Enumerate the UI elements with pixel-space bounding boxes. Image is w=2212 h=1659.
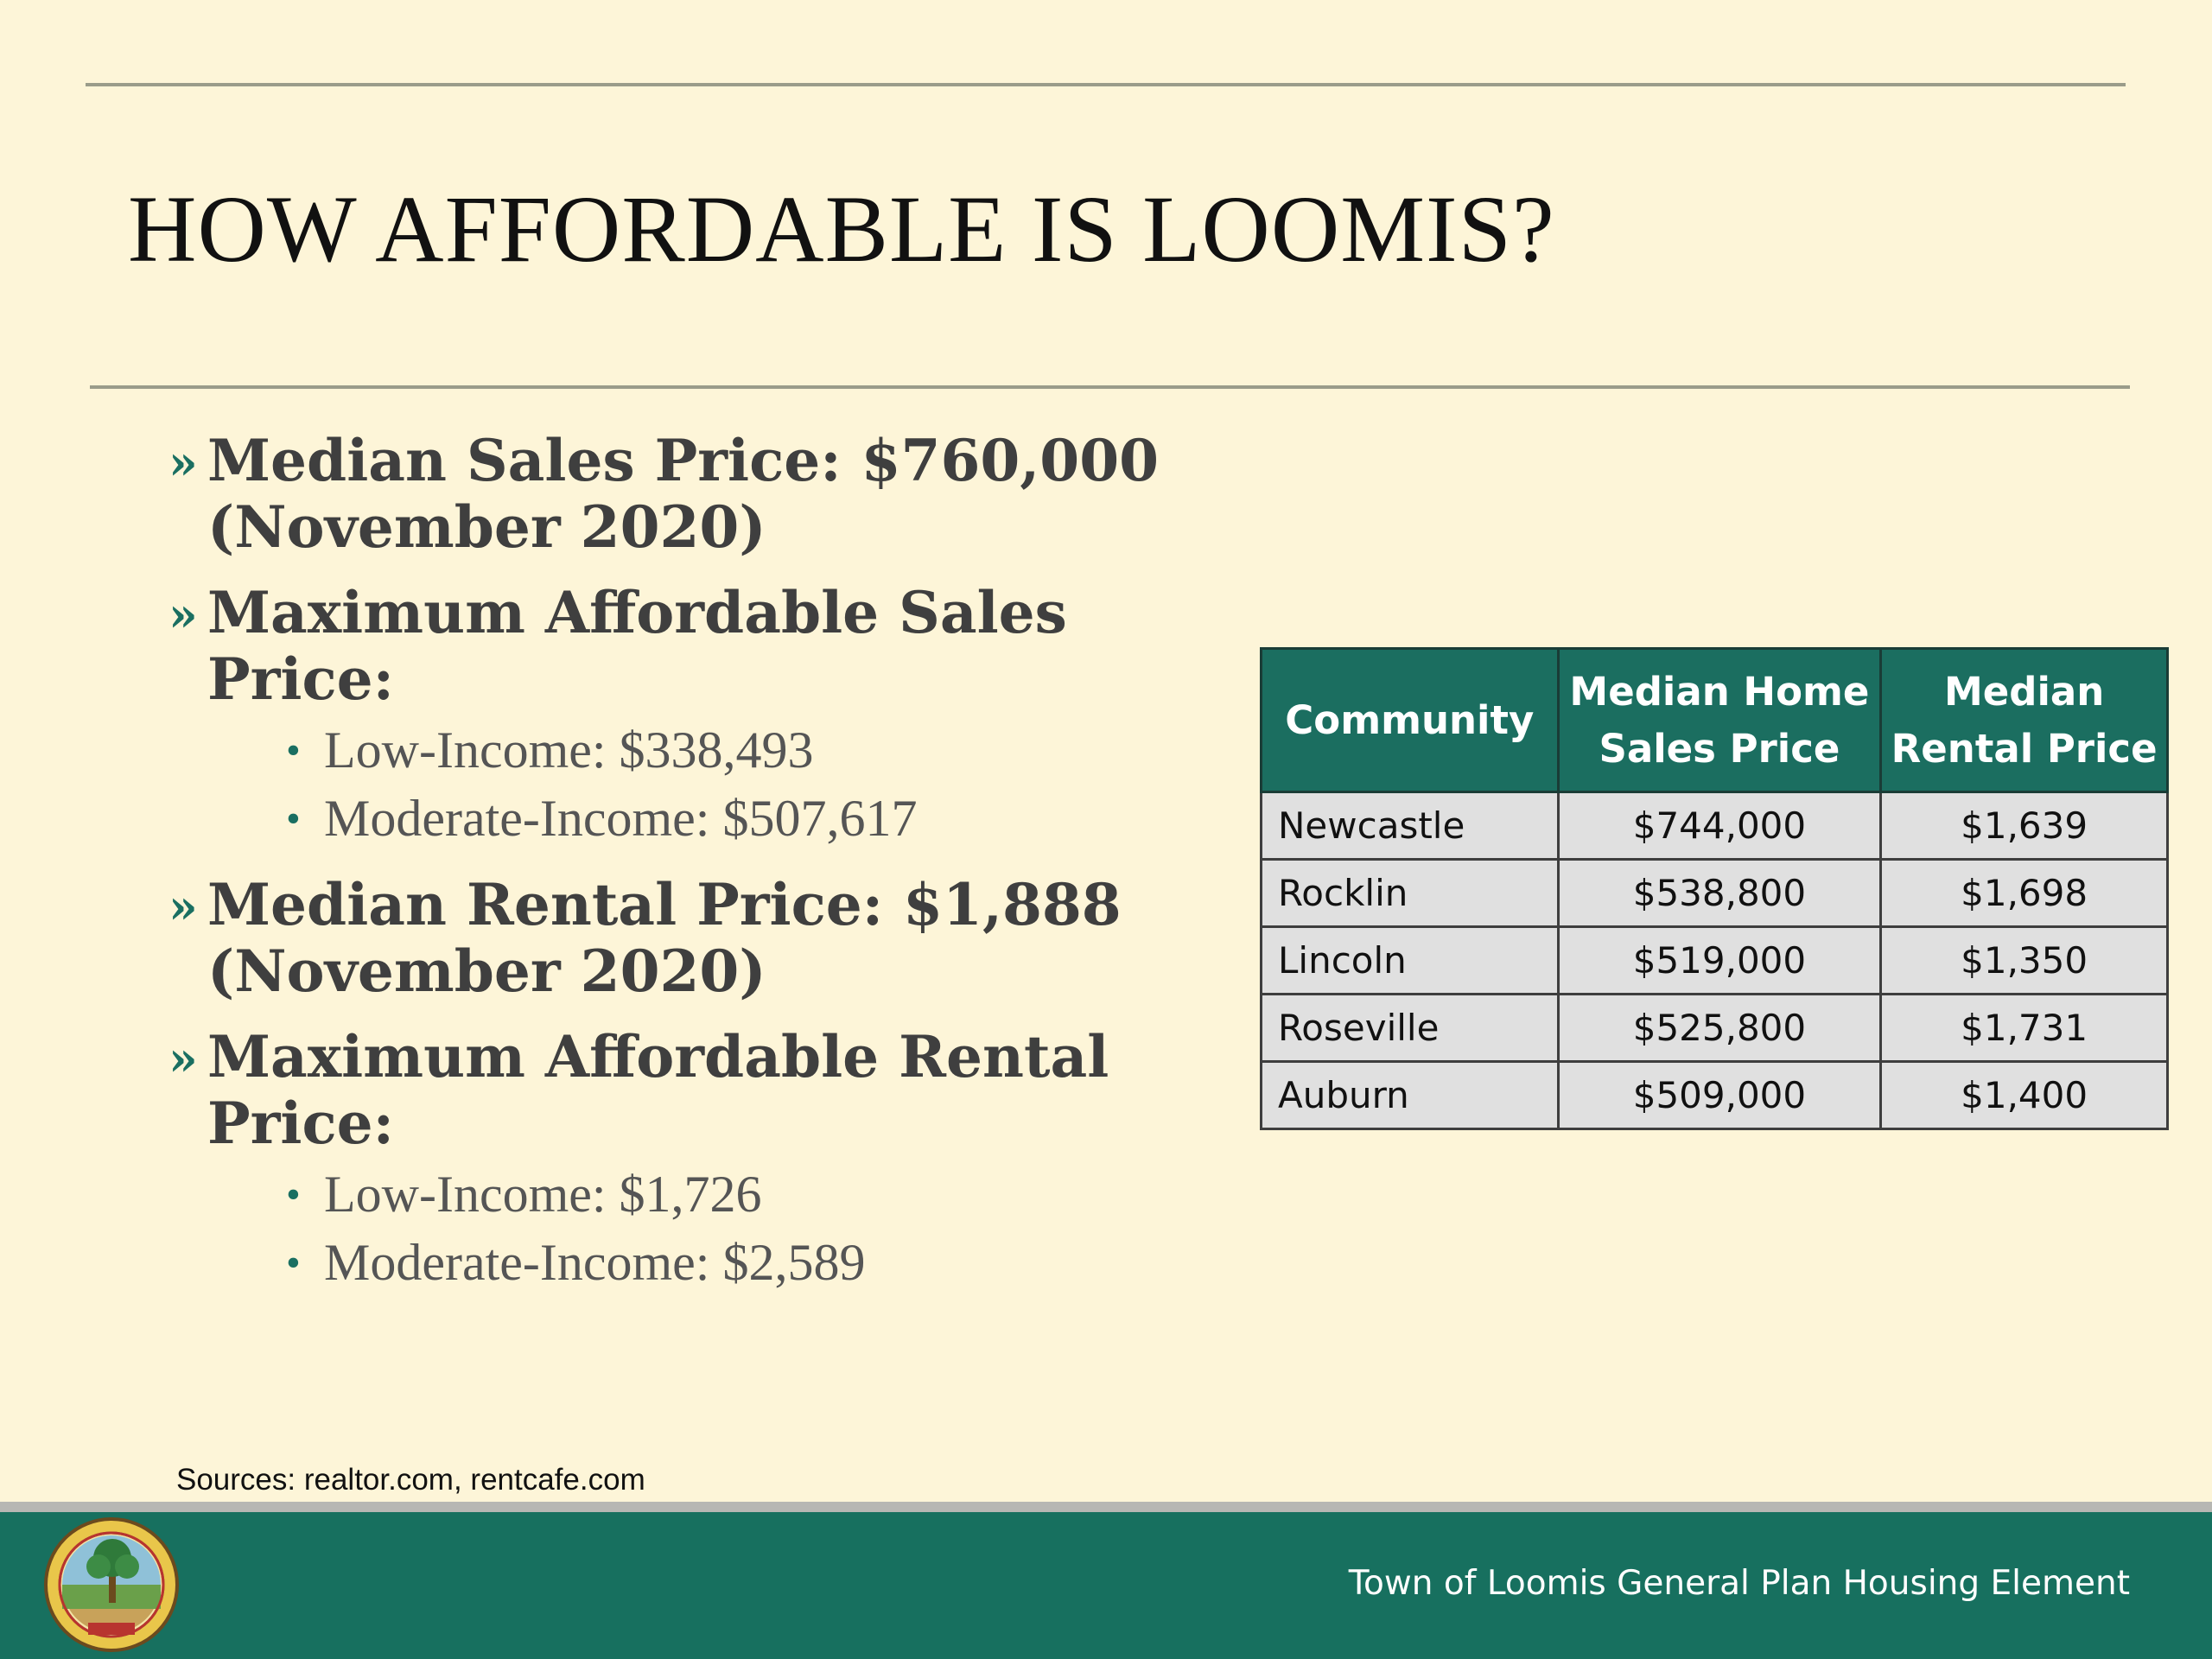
table-row: Roseville $525,800 $1,731	[1260, 993, 2169, 1063]
table-row: Newcastle $744,000 $1,639	[1260, 791, 2169, 861]
table-row: Auburn $509,000 $1,400	[1260, 1060, 2169, 1130]
cell-sales-price: $525,800	[1556, 993, 1883, 1063]
bullet-max-affordable-rental: » Maximum Affordable Rental Price: Low-I…	[168, 1023, 1205, 1298]
cell-sales-price: $538,800	[1556, 858, 1883, 928]
bullet-line: (November 2020)	[207, 493, 766, 561]
header-line: Median Home	[1569, 668, 1870, 715]
header-community: Community	[1260, 647, 1560, 793]
cell-community: Lincoln	[1260, 925, 1560, 995]
cell-rental-price: $1,698	[1879, 858, 2169, 928]
sub-bullet-list: Low-Income: $338,493 Moderate-Income: $5…	[207, 716, 1205, 853]
bullet-line: Price:	[207, 645, 395, 713]
bullet-list: » Median Sales Price: $760,000 (November…	[168, 428, 1205, 1316]
table-row: Lincoln $519,000 $1,350	[1260, 925, 2169, 995]
cell-sales-price: $744,000	[1556, 791, 1883, 861]
sources-note: Sources: realtor.com, rentcafe.com	[176, 1463, 645, 1497]
bullet-marker: »	[168, 435, 198, 490]
cell-sales-price: $509,000	[1556, 1060, 1883, 1130]
cell-rental-price: $1,731	[1879, 993, 2169, 1063]
title-rule	[90, 385, 2130, 389]
sub-bullet-moderate-income: Moderate-Income: $507,617	[286, 785, 1205, 853]
bullet-line: Median Sales Price: $760,000	[207, 427, 1160, 494]
sub-bullet-moderate-income: Moderate-Income: $2,589	[286, 1229, 1205, 1297]
bullet-median-rental: » Median Rental Price: $1,888 (November …	[168, 872, 1205, 1005]
footer-stripe	[0, 1502, 2212, 1512]
bullet-marker: »	[168, 1031, 198, 1086]
bullet-line: Maximum Affordable Sales	[207, 579, 1067, 646]
bullet-line: Median Rental Price: $1,888	[207, 871, 1122, 938]
town-seal-icon	[44, 1517, 179, 1652]
cell-community: Rocklin	[1260, 858, 1560, 928]
header-line: Sales Price	[1599, 725, 1840, 772]
bullet-median-sales: » Median Sales Price: $760,000 (November…	[168, 428, 1205, 561]
bullet-line: (November 2020)	[207, 938, 766, 1005]
header-line: Rental Price	[1891, 725, 2158, 772]
table-header-row: Community Median Home Sales Price Median R…	[1260, 647, 2169, 793]
footer-bar: Town of Loomis General Plan Housing Elem…	[0, 1512, 2212, 1659]
cell-rental-price: $1,400	[1879, 1060, 2169, 1130]
sub-bullet-low-income: Low-Income: $1,726	[286, 1160, 1205, 1229]
header-line: Community	[1285, 696, 1535, 743]
cell-community: Roseville	[1260, 993, 1560, 1063]
footer-title: Town of Loomis General Plan Housing Elem…	[1348, 1564, 2130, 1603]
table-row: Rocklin $538,800 $1,698	[1260, 858, 2169, 928]
header-median-home-sales-price: Median Home Sales Price	[1556, 647, 1883, 793]
cell-community: Newcastle	[1260, 791, 1560, 861]
bullet-marker: »	[168, 587, 198, 642]
top-rule	[86, 83, 2126, 86]
bullet-max-affordable-sales: » Maximum Affordable Sales Price: Low-In…	[168, 579, 1205, 854]
sub-bullet-low-income: Low-Income: $338,493	[286, 716, 1205, 785]
price-comparison-table: Community Median Home Sales Price Median R…	[1260, 647, 2169, 1130]
header-line: Median	[1943, 668, 2105, 715]
cell-rental-price: $1,350	[1879, 925, 2169, 995]
bullet-line: Price:	[207, 1090, 395, 1157]
cell-sales-price: $519,000	[1556, 925, 1883, 995]
cell-rental-price: $1,639	[1879, 791, 2169, 861]
slide-title: HOW AFFORDABLE IS LOOMIS?	[128, 176, 1555, 282]
header-median-rental-price: Median Rental Price	[1879, 647, 2169, 793]
bullet-marker: »	[168, 879, 198, 934]
cell-community: Auburn	[1260, 1060, 1560, 1130]
bullet-line: Maximum Affordable Rental	[207, 1023, 1109, 1090]
sub-bullet-list: Low-Income: $1,726 Moderate-Income: $2,5…	[207, 1160, 1205, 1297]
